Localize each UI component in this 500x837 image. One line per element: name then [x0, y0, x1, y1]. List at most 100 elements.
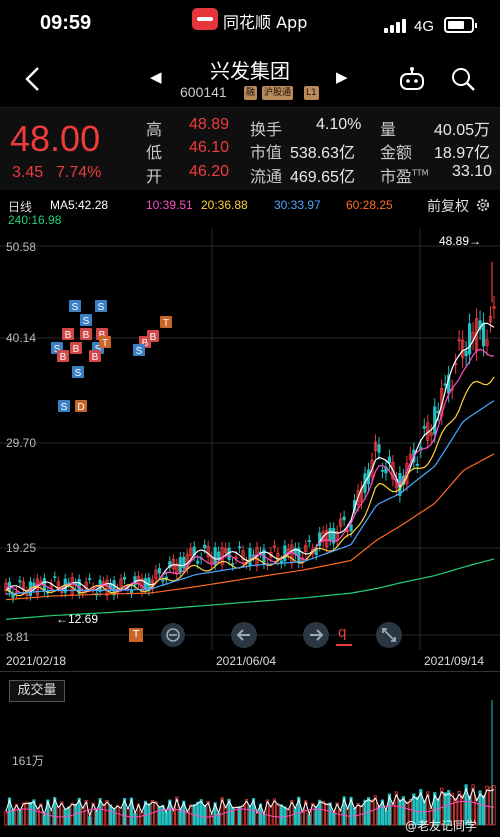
volume-bar — [293, 807, 297, 826]
candle-body — [237, 546, 242, 549]
trade-mark-b: B — [62, 328, 74, 341]
candle-body — [332, 528, 336, 544]
ma-line-60 — [5, 453, 495, 601]
trade-mark-label: B — [150, 332, 157, 343]
candle-body — [433, 406, 437, 435]
candle-body — [328, 528, 332, 541]
candle-body — [196, 560, 200, 564]
candle-body — [60, 591, 64, 594]
volume-bar — [345, 808, 350, 826]
candle-body — [485, 339, 489, 346]
volume-bar — [492, 785, 496, 826]
volume-bar — [405, 801, 409, 826]
prev-stock-icon[interactable]: ◀ — [150, 68, 162, 86]
volume-bar — [265, 799, 270, 826]
y-tick-label: 50.58 — [6, 240, 37, 254]
candle-body — [21, 581, 26, 590]
candle-body — [56, 581, 60, 588]
volume-bar — [272, 798, 277, 826]
trade-mark-label: S — [75, 368, 82, 379]
volume-bar — [46, 799, 50, 826]
candle-body — [203, 544, 207, 549]
volume-bar — [332, 811, 336, 826]
ma-line-240 — [5, 558, 495, 620]
price-change-pct: 7.74% — [56, 164, 102, 181]
app-logo-icon — [192, 8, 218, 30]
volume-bar — [171, 810, 175, 826]
volume-bar — [478, 790, 482, 826]
volume-bar — [49, 809, 53, 826]
candle-body — [248, 548, 252, 566]
volume-bar — [189, 804, 193, 826]
ma5-value: MA5:42.28 — [50, 198, 109, 212]
open-label: 开 — [146, 167, 163, 186]
volume-bar — [199, 799, 203, 826]
trade-mark-label: D — [77, 402, 84, 413]
volume-bar — [370, 799, 374, 826]
volume-bar — [42, 814, 46, 826]
pe-label: 市盈TTM — [380, 167, 429, 186]
volume-bar — [290, 800, 294, 826]
scroll-right-icon[interactable] — [302, 621, 330, 649]
volume-indicator-label[interactable]: 成交量 — [9, 680, 65, 702]
volume-bar — [349, 796, 353, 826]
volume-bar — [422, 800, 426, 826]
scroll-left-icon[interactable] — [230, 621, 258, 649]
volume-bar — [32, 799, 36, 826]
back-icon[interactable] — [22, 66, 44, 92]
trade-mark-label: T — [163, 318, 169, 329]
status-time: 09:59 — [40, 12, 92, 34]
trade-mark-s: S — [72, 366, 84, 379]
volume-bar — [325, 803, 329, 826]
volume-bar — [108, 804, 113, 826]
volume-bar — [286, 808, 290, 826]
volume-bar — [98, 798, 102, 826]
volume-bar — [25, 801, 29, 826]
volume-bar — [258, 803, 263, 826]
trade-mark-label: S — [54, 344, 61, 355]
trade-mark-badge — [80, 328, 92, 340]
trade-mark-label: B — [65, 330, 72, 341]
volume-ma-line — [5, 800, 495, 818]
network-type: 4G — [414, 18, 435, 35]
candle-body — [422, 426, 426, 429]
volume-chart — [4, 700, 496, 826]
volume-bar — [457, 790, 461, 826]
y-tick-label: 29.70 — [6, 436, 37, 450]
candle-body — [321, 531, 325, 542]
trade-mark-label: S — [61, 402, 68, 413]
battery-icon — [444, 17, 477, 33]
max-price-marker: 48.89→ — [439, 234, 482, 248]
volume-bar — [18, 809, 22, 826]
volume-bar — [464, 784, 468, 826]
y-tick-label: 19.25 — [6, 541, 37, 555]
chart-mark-t[interactable]: T — [129, 628, 143, 642]
gear-icon[interactable] — [476, 198, 490, 212]
search-icon[interactable] — [450, 66, 476, 92]
adjust-selector[interactable]: 前复权 — [427, 199, 469, 215]
volume-bar — [373, 795, 378, 826]
fullscreen-icon[interactable] — [375, 621, 403, 649]
ma240-value: 240:16.98 — [8, 213, 62, 227]
chart-mark-q[interactable]: q — [338, 624, 347, 641]
next-stock-icon[interactable]: ▶ — [336, 68, 348, 86]
tag-connect: 沪股通 — [262, 86, 294, 100]
float-value: 469.65亿 — [290, 169, 355, 186]
volume-bar — [28, 801, 33, 826]
volume-bar — [454, 798, 458, 826]
period-label[interactable]: 日线 — [8, 200, 33, 214]
volume-bar — [251, 798, 256, 826]
zoom-out-icon[interactable] — [160, 622, 186, 648]
trade-mark-badge — [69, 300, 81, 312]
trade-mark-label: S — [72, 302, 79, 313]
amount-label: 金额 — [380, 143, 413, 162]
candle-body — [314, 549, 318, 556]
volume-bar — [412, 793, 416, 826]
volume-bar — [21, 802, 26, 826]
volume-bar — [380, 799, 385, 826]
robot-assistant-icon[interactable] — [398, 66, 426, 92]
volume-bar — [279, 804, 283, 826]
volume-bar — [426, 791, 430, 826]
candle-body — [161, 579, 165, 582]
